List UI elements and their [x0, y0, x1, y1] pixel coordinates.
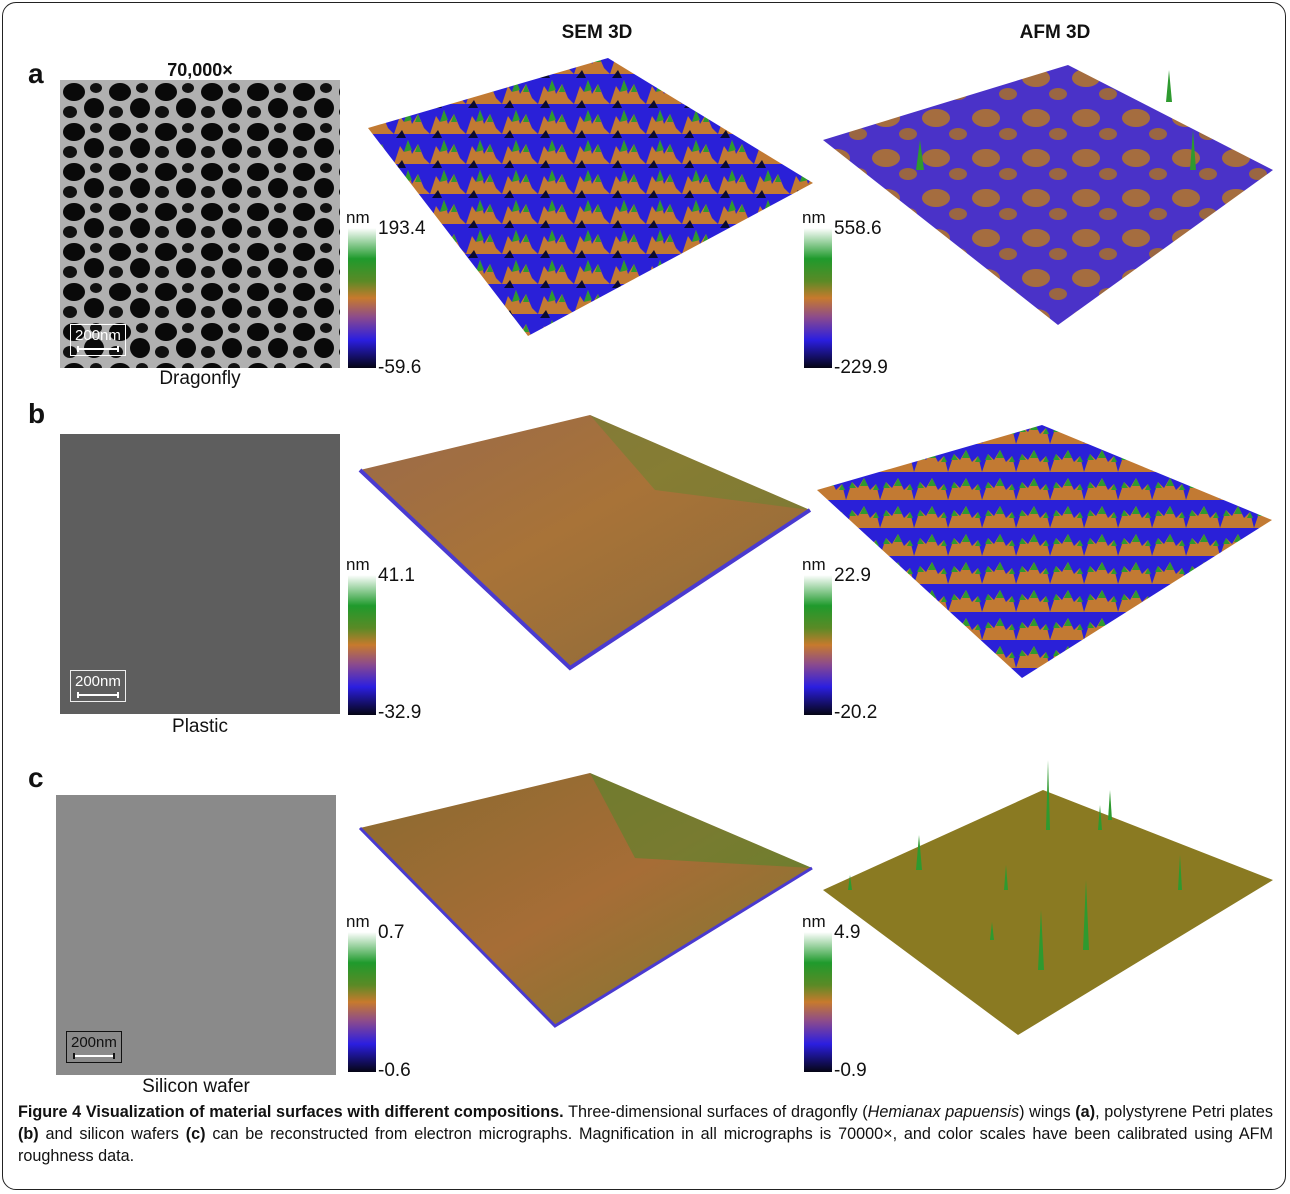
unit-label: nm — [346, 208, 370, 227]
afm-min-value: -20.2 — [834, 702, 878, 723]
sem-max-value: 41.1 — [378, 565, 415, 586]
column-header-sem: SEM 3D — [561, 22, 633, 43]
scale-bar: 200nm — [66, 1031, 122, 1063]
caption-text-5: can be reconstructed from electron micro… — [18, 1125, 1273, 1165]
color-scale-bar — [804, 932, 832, 1072]
panel-label-c: c — [28, 762, 44, 793]
afm-3d-surface-dragonfly — [823, 65, 1273, 325]
panel-label-b: b — [28, 398, 46, 429]
caption-species: Hemianax papuensis — [867, 1103, 1020, 1121]
sample-label-dragonfly: Dragonfly — [159, 368, 241, 389]
unit-label: nm — [346, 912, 370, 931]
sem-micrograph-dragonfly: 200nm — [60, 80, 340, 368]
sem-max-value: 193.4 — [378, 218, 426, 239]
sem-max-value: 0.7 — [378, 922, 405, 943]
color-scale-bar — [348, 932, 376, 1072]
color-scale-bar — [348, 228, 376, 368]
unit-label: nm — [802, 555, 826, 574]
unit-label: nm — [802, 208, 826, 227]
scale-bar-label: 200nm — [71, 1034, 117, 1051]
afm-min-value: -0.9 — [834, 1060, 867, 1081]
afm-min-value: -229.9 — [834, 357, 888, 378]
sem-min-value: -59.6 — [378, 357, 422, 378]
color-scale-bar — [804, 228, 832, 368]
scale-bar-label: 200nm — [75, 327, 121, 344]
caption-text-4: and silicon wafers — [38, 1125, 186, 1143]
scale-bar: 200nm — [70, 670, 126, 702]
color-scale-bar — [348, 575, 376, 715]
unit-label: nm — [346, 555, 370, 574]
afm-max-value: 4.9 — [834, 922, 861, 943]
caption-ref-a: (a) — [1075, 1103, 1096, 1121]
figure-caption: Figure 4 Visualization of material surfa… — [18, 1101, 1273, 1167]
magnification-label: 70,000× — [167, 60, 233, 80]
afm-max-value: 558.6 — [834, 218, 882, 239]
sem-micrograph-plastic: 200nm — [60, 434, 340, 714]
caption-text-1: Three-dimensional surfaces of dragonfly … — [563, 1103, 868, 1121]
afm-3d-surface-plastic — [817, 425, 1272, 678]
afm-3d-surface-silicon — [823, 760, 1273, 1035]
column-header-afm: AFM 3D — [1019, 22, 1091, 43]
scale-bar: 200nm — [70, 324, 126, 356]
caption-title: Figure 4 Visualization of material surfa… — [18, 1103, 564, 1121]
sample-label-plastic: Plastic — [172, 716, 228, 737]
sem-micrograph-silicon: 200nm — [56, 795, 336, 1075]
sample-label-silicon: Silicon wafer — [142, 1076, 250, 1097]
color-scale-bar — [804, 575, 832, 715]
afm-max-value: 22.9 — [834, 565, 871, 586]
caption-ref-c: (c) — [185, 1125, 206, 1143]
sem-min-value: -0.6 — [378, 1060, 411, 1081]
sem-min-value: -32.9 — [378, 702, 422, 723]
scale-bar-label: 200nm — [75, 673, 121, 690]
caption-text-3: , polystyrene Petri plates — [1095, 1103, 1273, 1121]
panel-label-a: a — [28, 58, 44, 89]
sem-3d-surface-silicon — [358, 773, 813, 1028]
sem-3d-surface-plastic — [358, 415, 812, 671]
unit-label: nm — [802, 912, 826, 931]
caption-text-2: ) wings — [1019, 1103, 1076, 1121]
sem-3d-surface-dragonfly — [368, 58, 813, 336]
caption-ref-b: (b) — [18, 1125, 39, 1143]
